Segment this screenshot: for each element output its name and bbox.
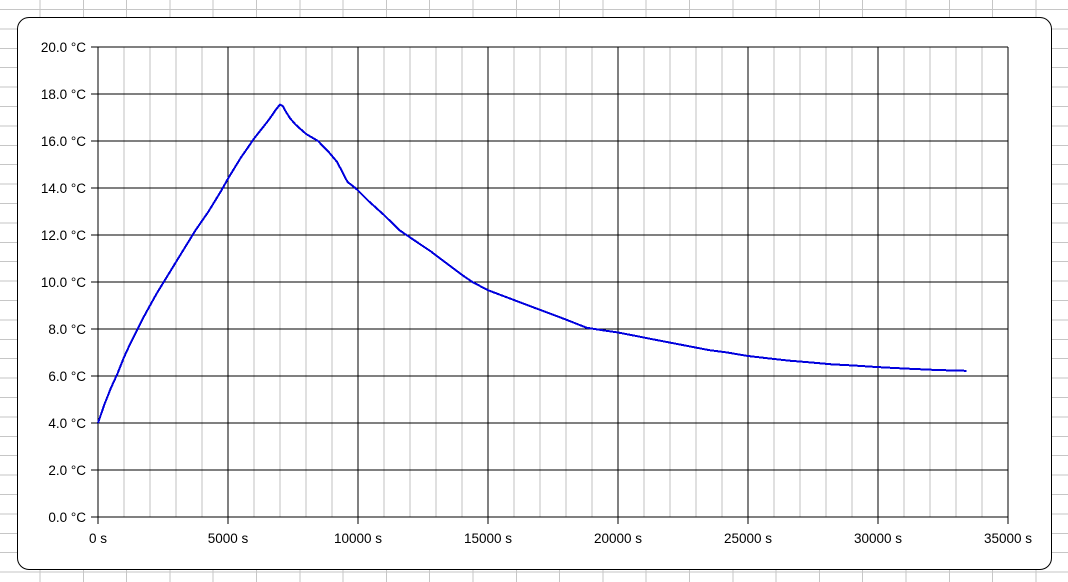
y-axis-tick-label: 2.0 °C xyxy=(48,463,86,478)
axes xyxy=(91,47,1008,524)
x-axis-tick-label: 25000 s xyxy=(724,531,772,546)
x-axis-tick-label: 20000 s xyxy=(594,531,642,546)
y-axis-tick-label: 8.0 °C xyxy=(48,322,86,337)
y-axis-tick-label: 0.0 °C xyxy=(48,510,86,525)
y-axis-tick-label: 14.0 °C xyxy=(41,181,86,196)
x-axis-tick-label: 5000 s xyxy=(208,531,249,546)
x-axis-tick-label: 15000 s xyxy=(464,531,512,546)
x-axis-tick-label: 0 s xyxy=(89,531,107,546)
y-axis-tick-label: 10.0 °C xyxy=(41,275,86,290)
x-axis-tick-label: 35000 s xyxy=(984,531,1032,546)
y-axis-tick-label: 16.0 °C xyxy=(41,134,86,149)
y-axis-tick-label: 6.0 °C xyxy=(48,369,86,384)
temperature-chart: 0 s 5000 s 10000 s 15000 s 20000 s 25000 s 300… xyxy=(41,40,1032,546)
temperature-curve xyxy=(97,103,967,424)
y-axis-tick-label: 4.0 °C xyxy=(48,416,86,431)
axis-labels: 0 s 5000 s 10000 s 15000 s 20000 s 25000 s 300… xyxy=(41,40,1032,546)
chart-object[interactable]: 0 s 5000 s 10000 s 15000 s 20000 s 25000 s 300… xyxy=(17,17,1052,570)
y-axis-tick-label: 18.0 °C xyxy=(41,87,86,102)
x-axis-tick-label: 10000 s xyxy=(334,531,382,546)
y-axis-tick-label: 20.0 °C xyxy=(41,40,86,55)
major-gridlines xyxy=(91,46,1009,524)
x-axis-tick-label: 30000 s xyxy=(854,531,902,546)
y-axis-tick-label: 12.0 °C xyxy=(41,228,86,243)
